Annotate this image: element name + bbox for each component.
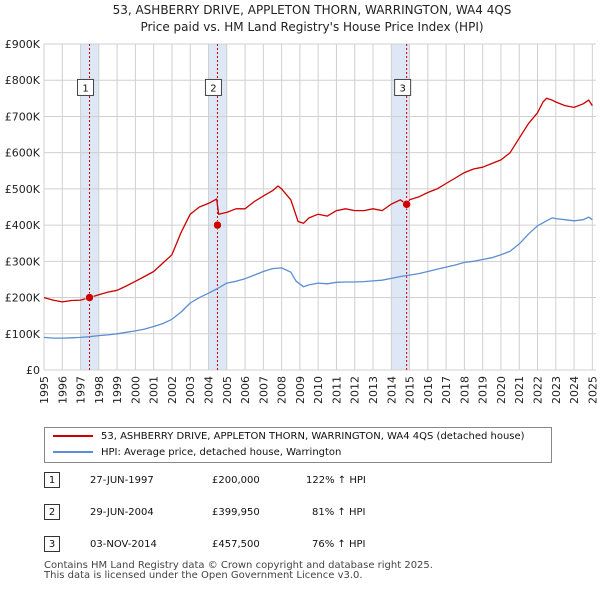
sale-hpi-change: 76% ↑ HPI [312,539,366,550]
legend: 53, ASHBERRY DRIVE, APPLETON THORN, WARR… [44,427,552,463]
sale-date: 29-JUN-2004 [90,507,154,518]
x-tick-label: 2011 [330,376,343,404]
legend-swatch-property [53,435,93,437]
x-tick-label: 2020 [495,376,508,404]
x-tick-label: 2002 [166,376,179,404]
x-tick-label: 2008 [276,376,289,404]
sale-price: £200,000 [212,475,260,486]
chart-title: 53, ASHBERRY DRIVE, APPLETON THORN, WARR… [113,3,512,17]
y-tick-label: £900K [5,38,41,51]
x-tick-label: 2016 [422,376,435,404]
sale-row: 3 03-NOV-2014 £457,500 76% ↑ HPI [44,536,564,556]
sale-badge-label: 3 [399,83,405,94]
hpi-line [43,216,593,339]
y-tick-label: £500K [5,183,41,196]
plot-area [44,44,596,370]
sale-badge-label: 2 [210,83,216,94]
legend-swatch-hpi [53,451,93,453]
x-tick-label: 2024 [568,376,581,404]
sale-hpi-change: 122% ↑ HPI [306,475,366,486]
x-tick-label: 2019 [477,376,490,404]
sale-number-badge: 2 [44,504,60,520]
y-tick-label: £800K [5,74,41,87]
sale-price: £457,500 [212,539,260,550]
x-tick-label: 2000 [129,376,142,404]
sale-point [85,293,94,302]
sale-badge-box [204,78,222,96]
legend-item-property: 53, ASHBERRY DRIVE, APPLETON THORN, WARR… [53,429,525,445]
x-tick-label: 2017 [440,376,453,404]
footer-copyright: Contains HM Land Registry data © Crown c… [44,560,433,571]
x-tick-label: 2025 [586,376,599,404]
x-tick-label: 2018 [458,376,471,404]
sale-badge-label: 1 [82,83,88,94]
x-tick-label: 2005 [221,376,234,404]
y-tick-label: £700K [5,110,41,123]
sale-point [213,220,222,230]
sale-row: 1 27-JUN-1997 £200,000 122% ↑ HPI [44,472,564,492]
x-tick-label: 2006 [239,376,252,404]
sale-year-band [80,44,99,370]
x-tick-label: 2015 [404,376,417,404]
x-tick-label: 2022 [532,376,545,404]
x-tick-label: 2009 [294,376,307,404]
sale-point [402,200,411,209]
y-tick-label: £0 [26,364,40,377]
x-tick-label: 2004 [203,376,216,404]
x-tick-label: 2010 [312,376,325,404]
legend-label-hpi: HPI: Average price, detached house, Warr… [101,447,342,458]
x-tick-label: 1995 [38,376,51,404]
sale-badge-box [394,78,412,96]
sale-row: 2 29-JUN-2004 £399,950 81% ↑ HPI [44,504,564,524]
x-tick-label: 1996 [56,376,69,404]
sale-hpi-change: 81% ↑ HPI [312,507,366,518]
sale-number-badge: 3 [44,536,60,552]
price-chart: 53, ASHBERRY DRIVE, APPLETON THORN, WARR… [5,3,600,404]
sale-date: 03-NOV-2014 [90,539,157,550]
x-tick-label: 2001 [148,376,161,404]
property-price-line [43,97,593,303]
chart-subtitle: Price paid vs. HM Land Registry's House … [140,20,483,34]
y-tick-label: £100K [5,328,41,341]
x-tick-label: 2021 [513,376,526,404]
x-tick-label: 2007 [257,376,270,404]
legend-item-hpi: HPI: Average price, detached house, Warr… [53,445,341,461]
footer: Contains HM Land Registry data © Crown c… [44,561,433,581]
x-tick-label: 2012 [349,376,362,404]
x-tick-label: 1998 [93,376,106,404]
sale-date: 27-JUN-1997 [90,475,154,486]
sale-badge-box [77,78,95,96]
y-tick-label: £200K [5,292,41,305]
x-tick-label: 2013 [367,376,380,404]
x-tick-label: 2003 [184,376,197,404]
sale-price: £399,950 [212,507,260,518]
y-tick-label: £300K [5,255,41,268]
legend-label-property: 53, ASHBERRY DRIVE, APPLETON THORN, WARR… [101,431,525,442]
x-tick-label: 1999 [111,376,124,404]
footer-licence: This data is licensed under the Open Gov… [44,570,363,581]
sale-number-badge: 1 [44,472,60,488]
y-tick-label: £600K [5,147,41,160]
sale-year-band [391,44,410,370]
x-tick-label: 1997 [75,376,88,404]
x-tick-label: 2014 [385,376,398,404]
x-tick-label: 2023 [550,376,563,404]
y-tick-label: £400K [5,219,41,232]
